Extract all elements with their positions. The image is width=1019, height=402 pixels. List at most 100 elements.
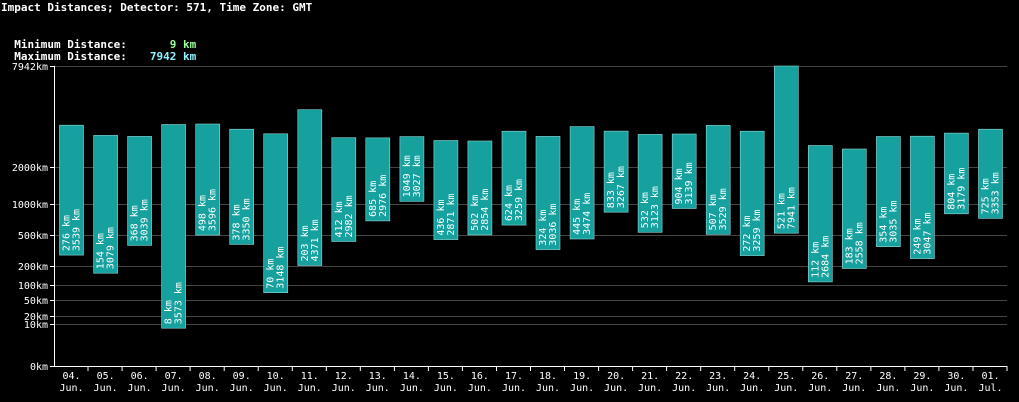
- x-tick-day: 27.: [845, 371, 863, 382]
- bar-min-label: 8 km: [164, 300, 175, 324]
- bar-25-jun: [773, 65, 799, 234]
- x-tick-day: 30.: [947, 371, 965, 382]
- bar-min-label: 412 km: [334, 201, 345, 237]
- x-tick-day: 28.: [879, 371, 897, 382]
- bar-max-label: 3123 km: [650, 186, 661, 228]
- bar-07-jun: [161, 124, 186, 329]
- bar-min-label: 521 km: [776, 193, 787, 229]
- x-tick-month: Jun.: [740, 383, 764, 394]
- maximum-distance-stat: Maximum Distance: 7942 km: [1, 37, 196, 63]
- bar-max-label: 2684 km: [820, 236, 831, 278]
- x-tick-month: Jun.: [264, 383, 288, 394]
- chart-title: Impact Distances; Detector: 571, Time Zo…: [1, 1, 313, 14]
- bar-max-label: 3474 km: [582, 193, 593, 235]
- bar-27-jun: [841, 148, 867, 269]
- bar-08-jun: [195, 123, 220, 236]
- x-tick-day: 16.: [471, 371, 489, 382]
- bar-12-jun: [331, 137, 357, 242]
- x-tick-day: 10.: [267, 371, 285, 382]
- x-tick-day: 29.: [913, 371, 931, 382]
- x-tick-day: 19.: [573, 371, 591, 382]
- x-tick-month: Jun.: [944, 383, 968, 394]
- bar-min-label: 804 km: [946, 174, 957, 210]
- x-tick-month: Jul.: [978, 383, 1002, 394]
- minimum-distance-label: Minimum Distance:: [14, 38, 127, 51]
- bar-max-label: 3035 km: [888, 201, 899, 243]
- bar-min-label: 249 km: [912, 218, 923, 254]
- y-tick-label: 50km: [24, 296, 48, 307]
- x-tick-day: 26.: [811, 371, 829, 382]
- x-tick-month: Jun.: [502, 383, 526, 394]
- x-tick-day: 12.: [335, 371, 353, 382]
- bar-min-label: 445 km: [572, 199, 583, 235]
- y-tick-label: 200km: [18, 262, 48, 273]
- bar-13-jun: [365, 137, 391, 222]
- bar-min-label: 112 km: [810, 242, 821, 278]
- x-tick-month: Jun.: [672, 383, 696, 394]
- x-tick-month: Jun.: [604, 383, 628, 394]
- x-tick-month: Jun.: [162, 383, 186, 394]
- bar-11-jun: [297, 109, 323, 266]
- bar-01-jul: [978, 128, 1003, 219]
- bar-max-label: 2854 km: [480, 189, 491, 231]
- minimum-distance-value: 9 km: [169, 38, 197, 51]
- bar-max-label: 3596 km: [208, 189, 219, 231]
- x-tick-day: 23.: [709, 371, 727, 382]
- bar-max-label: 3148 km: [276, 247, 287, 289]
- bar-max-label: 3027 km: [412, 155, 423, 197]
- x-tick-day: 08.: [199, 371, 217, 382]
- bar-max-label: 3047 km: [922, 212, 933, 254]
- x-tick-day: 25.: [777, 371, 795, 382]
- x-tick-month: Jun.: [842, 383, 866, 394]
- bar-26-jun: [807, 145, 833, 283]
- x-tick-month: Jun.: [434, 383, 458, 394]
- bar-16-jun: [467, 140, 493, 236]
- x-tick-month: Jun.: [774, 383, 798, 394]
- y-tick-label: 1000km: [12, 200, 48, 211]
- x-tick-day: 20.: [607, 371, 625, 382]
- x-tick-day: 09.: [233, 371, 251, 382]
- x-tick-day: 06.: [131, 371, 149, 382]
- bar-max-label: 3539 km: [72, 209, 83, 251]
- bar-min-label: 276 km: [62, 215, 73, 251]
- x-tick-day: 22.: [675, 371, 693, 382]
- bar-min-label: 70 km: [266, 259, 277, 289]
- x-tick-month: Jun.: [570, 383, 594, 394]
- bar-max-label: 3079 km: [106, 227, 117, 269]
- bar-max-label: 3573 km: [174, 282, 185, 324]
- x-tick-month: Jun.: [59, 383, 83, 394]
- maximum-distance-value: 7942 km: [149, 50, 197, 63]
- bar-09-jun: [229, 128, 254, 245]
- bar-30-jun: [944, 132, 969, 215]
- bar-max-label: 3179 km: [956, 168, 967, 210]
- y-tick-labels: 7942km 2000km 1000km 500km 200km 100km 50km 20k…: [12, 62, 48, 373]
- bar-10-jun: [263, 133, 289, 293]
- bar-max-label: 7941 km: [786, 187, 797, 229]
- x-tick-month: Jun.: [230, 383, 254, 394]
- bar-max-label: 3353 km: [991, 172, 1002, 214]
- y-tick-label: 2000km: [12, 163, 48, 174]
- bar-max-label: 3350 km: [242, 198, 253, 240]
- bar-min-label: 183 km: [844, 228, 855, 264]
- bars: 276 km 3539 km 154 km 3079 km 368 km 3039 km 8…: [59, 65, 1003, 329]
- bar-22-jun: [671, 133, 697, 209]
- bar-05-jun: [93, 135, 118, 274]
- bar-min-label: 203 km: [300, 225, 311, 261]
- y-tick-label: 500km: [18, 231, 48, 242]
- bar-min-label: 685 km: [368, 181, 379, 217]
- x-tick-month: Jun.: [808, 383, 832, 394]
- x-tick-day: 15.: [437, 371, 455, 382]
- bar-04-jun: [59, 124, 84, 256]
- x-tick-month: Jun.: [128, 383, 152, 394]
- x-tick-month: Jun.: [638, 383, 662, 394]
- y-tick-label: 20km: [24, 312, 48, 323]
- bar-min-label: 436 km: [436, 199, 447, 235]
- bar-min-label: 502 km: [470, 195, 481, 231]
- x-tick-month: Jun.: [94, 383, 118, 394]
- maximum-distance-label: Maximum Distance:: [14, 50, 127, 63]
- bar-max-label: 3039 km: [140, 199, 151, 241]
- bar-min-label: 725 km: [981, 178, 992, 214]
- x-tick-month: Jun.: [468, 383, 492, 394]
- bar-20-jun: [603, 130, 629, 213]
